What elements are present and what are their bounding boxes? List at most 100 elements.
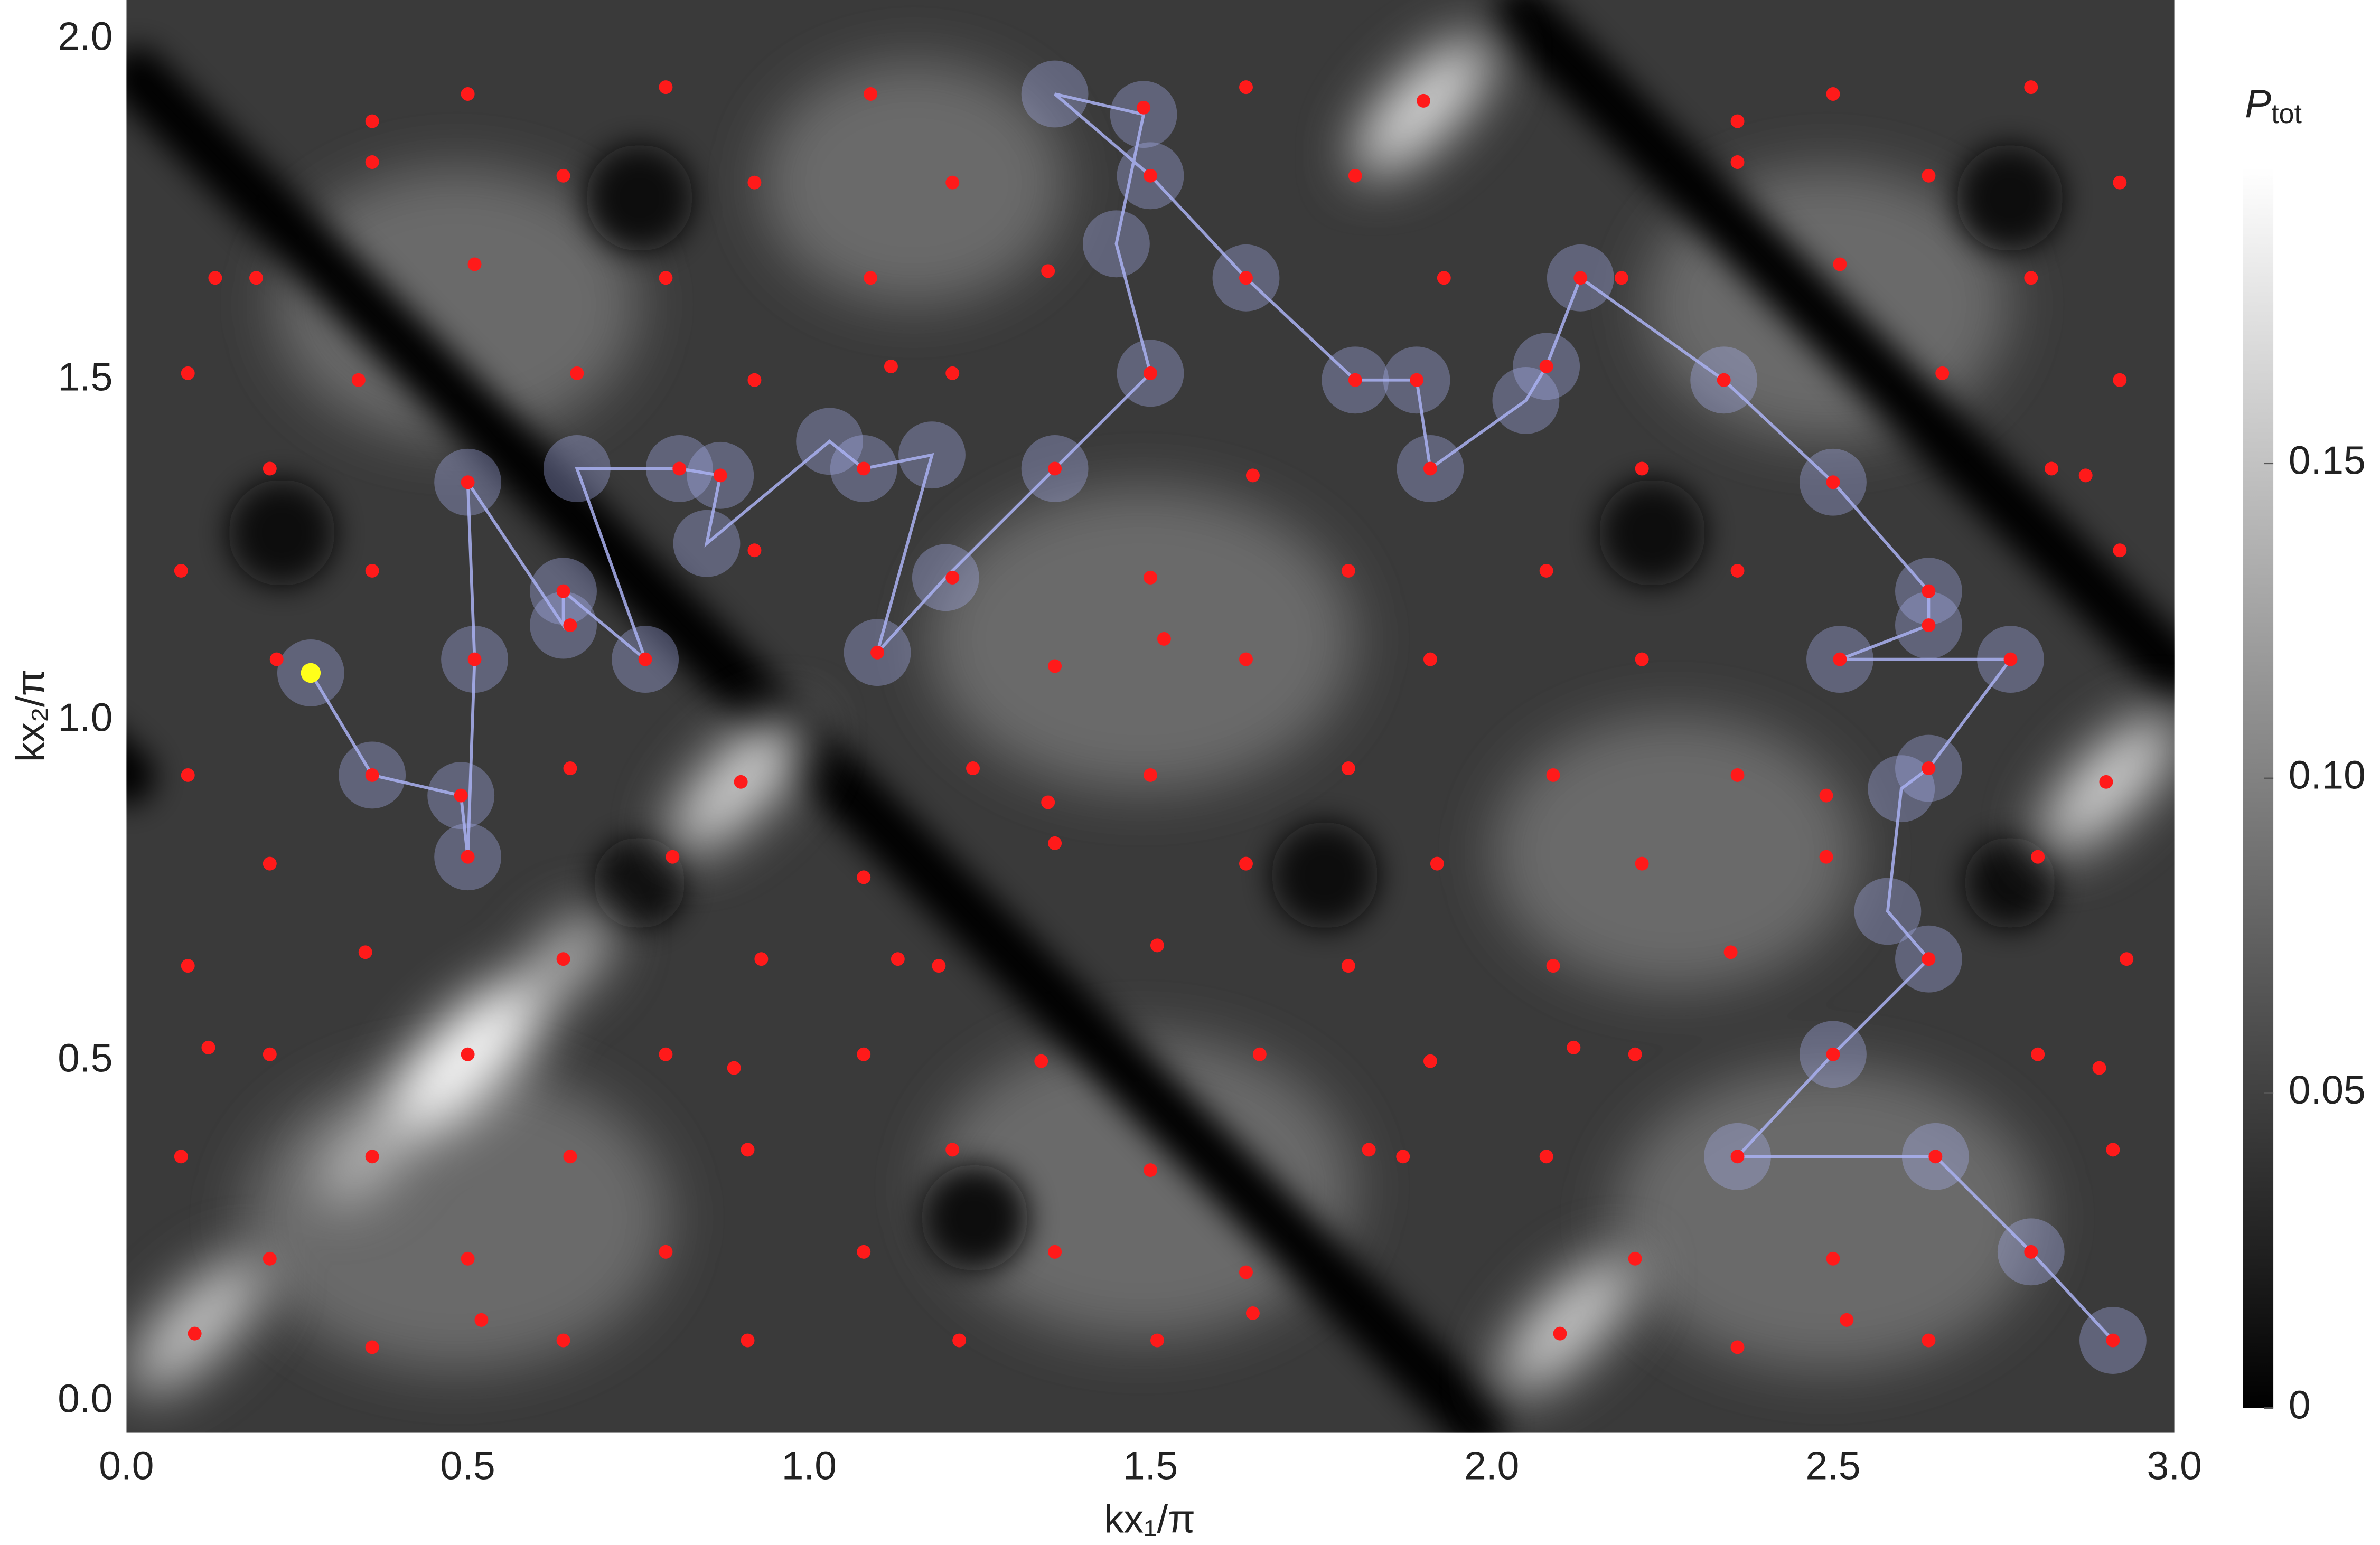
point <box>1833 257 1847 271</box>
point <box>891 952 905 966</box>
point <box>269 652 284 666</box>
point <box>1635 461 1649 476</box>
point <box>1245 468 1260 483</box>
point <box>467 652 482 666</box>
point <box>666 850 680 864</box>
point <box>365 1340 379 1354</box>
point <box>1239 652 1253 666</box>
colorbar-tick-label: 0.05 <box>2289 1068 2366 1112</box>
point <box>365 1150 379 1164</box>
point <box>1539 563 1553 578</box>
point <box>659 271 673 285</box>
point <box>2106 1143 2120 1157</box>
point <box>1840 1313 1854 1327</box>
x-tick-label: 1.5 <box>1123 1444 1178 1488</box>
point <box>1717 373 1731 387</box>
point <box>1423 461 1437 476</box>
point <box>365 114 379 128</box>
point <box>1922 584 1936 598</box>
point <box>365 768 379 782</box>
x-tick-label: 0.5 <box>441 1444 495 1488</box>
point <box>188 1326 202 1341</box>
point <box>1144 168 1158 183</box>
point <box>2031 850 2045 864</box>
point <box>467 257 482 271</box>
point <box>734 775 748 789</box>
point <box>2024 80 2038 95</box>
point <box>932 959 946 973</box>
point <box>1041 795 1055 809</box>
point <box>563 618 577 633</box>
point <box>727 1061 741 1075</box>
point <box>1144 768 1158 782</box>
point <box>1252 1047 1267 1061</box>
point <box>181 366 195 380</box>
point <box>1362 1143 1376 1157</box>
point <box>659 80 673 95</box>
x-tick-label: 2.5 <box>1805 1444 1860 1488</box>
point <box>461 1251 475 1266</box>
point <box>563 761 577 775</box>
point <box>2031 1047 2045 1061</box>
point <box>461 87 475 101</box>
start-point <box>301 663 321 683</box>
colorbar-label-main: P <box>2245 81 2271 126</box>
y-tick-label: 1.0 <box>58 695 113 740</box>
point <box>2099 775 2113 789</box>
x-tick-label: 0.0 <box>99 1444 154 1488</box>
point <box>174 1150 188 1164</box>
point <box>365 155 379 169</box>
point <box>2113 543 2127 558</box>
point <box>884 359 898 373</box>
point <box>754 952 769 966</box>
point <box>208 271 222 285</box>
y-tick-label: 2.0 <box>58 14 113 59</box>
point <box>1826 475 1840 489</box>
point <box>1826 1047 1840 1061</box>
point <box>570 366 584 380</box>
point <box>1730 563 1745 578</box>
point <box>1635 856 1649 871</box>
point <box>1922 618 1936 633</box>
point <box>864 271 878 285</box>
point <box>563 1150 577 1164</box>
point <box>857 461 871 476</box>
point <box>1922 1333 1936 1348</box>
point <box>1539 1150 1553 1164</box>
point <box>263 1251 277 1266</box>
colorbar-tick-label: 0.10 <box>2289 753 2366 797</box>
point <box>1137 100 1151 115</box>
point <box>1341 959 1355 973</box>
point <box>461 850 475 864</box>
point <box>1635 652 1649 666</box>
x-tick-label: 2.0 <box>1464 1444 1519 1488</box>
point <box>351 373 366 387</box>
x-tick-label: 1.0 <box>782 1444 837 1488</box>
point <box>1144 570 1158 585</box>
point <box>945 1143 960 1157</box>
point <box>945 175 960 190</box>
point <box>1239 1265 1253 1279</box>
point <box>1614 271 1628 285</box>
point <box>1928 1150 1943 1164</box>
point <box>2092 1061 2106 1075</box>
point <box>857 1047 871 1061</box>
point <box>952 1333 967 1348</box>
point <box>1245 1306 1260 1320</box>
point <box>747 373 762 387</box>
colorbar-tick-label: 0.15 <box>2289 438 2366 482</box>
trajectory <box>309 92 2114 1342</box>
point <box>857 870 871 884</box>
point <box>741 1143 755 1157</box>
colorbar-label: Ptot <box>2245 81 2302 129</box>
point <box>1396 1150 1410 1164</box>
point <box>2120 952 2134 966</box>
point <box>1430 856 1444 871</box>
point <box>1034 1054 1048 1068</box>
point <box>174 563 188 578</box>
point <box>2003 652 2018 666</box>
point <box>461 475 475 489</box>
point <box>1628 1251 1642 1266</box>
point <box>1628 1047 1642 1061</box>
